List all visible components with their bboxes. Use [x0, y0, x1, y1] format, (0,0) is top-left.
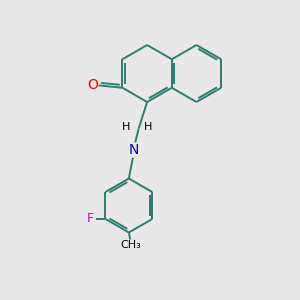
Text: O: O — [87, 78, 98, 92]
Text: CH₃: CH₃ — [120, 240, 141, 250]
Text: H: H — [144, 122, 152, 132]
Text: H: H — [122, 122, 130, 132]
Text: F: F — [87, 212, 94, 226]
Text: N: N — [128, 143, 139, 157]
